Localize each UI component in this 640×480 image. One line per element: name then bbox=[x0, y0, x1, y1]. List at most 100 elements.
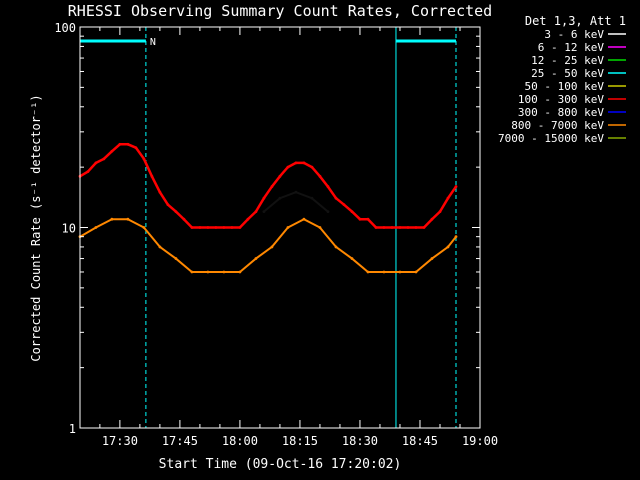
x-tick-label-2: 18:00 bbox=[222, 434, 258, 448]
legend-entry-5: 100 - 300 keV bbox=[518, 93, 604, 106]
series-point-0-14 bbox=[190, 226, 194, 229]
series-point-1-18 bbox=[366, 270, 370, 274]
y-tick-label-2: 100 bbox=[54, 21, 76, 35]
series-point-0-44 bbox=[430, 217, 434, 221]
series-point-1-12 bbox=[270, 245, 274, 249]
series-point-0-28 bbox=[302, 161, 306, 165]
series-point-0-18 bbox=[222, 226, 226, 229]
x-tick-label-0: 17:30 bbox=[102, 434, 138, 448]
series-point-0-24 bbox=[270, 185, 274, 188]
series-point-0-2 bbox=[94, 161, 98, 165]
series-point-1-2 bbox=[110, 217, 114, 221]
series-point-1-4 bbox=[142, 226, 146, 229]
series-point-0-40 bbox=[398, 226, 402, 229]
legend-title: Det 1,3, Att 1 bbox=[525, 14, 626, 28]
x-axis-label: Start Time (09-Oct-16 17:20:02) bbox=[159, 457, 402, 472]
series-layer bbox=[78, 142, 458, 274]
x-tick-label-6: 19:00 bbox=[462, 434, 498, 448]
series-point-0-47 bbox=[454, 185, 458, 188]
y-tick-label-1: 10 bbox=[62, 222, 76, 236]
series-point-0-29 bbox=[310, 165, 314, 169]
series-point-0-30 bbox=[318, 174, 322, 178]
series-point-1-9 bbox=[222, 270, 226, 274]
series-point-1-21 bbox=[414, 270, 418, 274]
series-point-1-1 bbox=[94, 226, 98, 229]
series-point-0-42 bbox=[414, 226, 418, 229]
series-point-0-12 bbox=[174, 210, 178, 214]
series-point-0-4 bbox=[110, 149, 114, 153]
x-tick-labels: 17:30 17:45 18:00 18:15 18:30 18:45 19:00 bbox=[102, 434, 498, 448]
series-point-0-35 bbox=[358, 217, 362, 221]
series-point-0-21 bbox=[246, 217, 250, 221]
series-point-1-16 bbox=[334, 245, 338, 249]
series-point-0-31 bbox=[326, 185, 330, 188]
series-point-0-23 bbox=[262, 196, 266, 200]
legend-entry-2: 12 - 25 keV bbox=[531, 54, 604, 67]
legend-entry-7: 800 - 7000 keV bbox=[511, 119, 604, 132]
series-point-1-14 bbox=[302, 217, 306, 221]
series-point-0-38 bbox=[382, 226, 386, 229]
series-point-2-1 bbox=[278, 196, 282, 200]
series-point-0-32 bbox=[334, 196, 338, 200]
chart-title: RHESSI Observing Summary Count Rates, Co… bbox=[68, 2, 492, 20]
legend-entry-0: 3 - 6 keV bbox=[544, 28, 604, 41]
series-point-1-22 bbox=[430, 257, 434, 260]
series-point-1-11 bbox=[254, 257, 258, 260]
series-point-0-9 bbox=[150, 174, 154, 178]
series-point-0-43 bbox=[422, 226, 426, 229]
series-point-0-1 bbox=[86, 170, 90, 174]
series-point-0-8 bbox=[142, 157, 146, 161]
legend-entry-6: 300 - 800 keV bbox=[518, 106, 604, 119]
x-tick-label-4: 18:30 bbox=[342, 434, 378, 448]
series-point-1-19 bbox=[382, 270, 386, 274]
series-point-1-3 bbox=[126, 217, 130, 221]
series-point-2-2 bbox=[294, 190, 298, 194]
series-point-1-13 bbox=[286, 226, 290, 229]
series-point-0-11 bbox=[166, 203, 170, 207]
series-point-0-39 bbox=[390, 226, 394, 229]
series-point-0-3 bbox=[102, 157, 106, 161]
series-point-1-6 bbox=[174, 257, 178, 260]
series-point-0-7 bbox=[134, 146, 138, 150]
series-point-0-37 bbox=[374, 226, 378, 229]
series-point-0-25 bbox=[278, 174, 282, 178]
series-point-0-26 bbox=[286, 165, 290, 169]
series-point-0-33 bbox=[342, 203, 346, 207]
series-point-0-13 bbox=[182, 217, 186, 221]
axes bbox=[79, 26, 481, 429]
series-point-1-8 bbox=[206, 270, 210, 274]
series-point-1-24 bbox=[454, 235, 458, 239]
series-point-2-0 bbox=[262, 210, 266, 214]
y-tick-labels: 1 10 100 bbox=[54, 21, 76, 436]
series-point-0-41 bbox=[406, 226, 410, 229]
series-point-2-3 bbox=[310, 196, 314, 200]
series-point-0-6 bbox=[126, 142, 130, 146]
series-point-0-46 bbox=[446, 196, 450, 200]
series-point-1-17 bbox=[350, 257, 354, 260]
series-point-1-23 bbox=[446, 245, 450, 249]
series-point-0-45 bbox=[438, 210, 442, 214]
legend-entry-4: 50 - 100 keV bbox=[525, 80, 605, 93]
legend-entry-3: 25 - 50 keV bbox=[531, 67, 604, 80]
series-point-0-20 bbox=[238, 226, 242, 229]
legend-entry-1: 6 - 12 keV bbox=[538, 41, 605, 54]
series-point-1-20 bbox=[398, 270, 402, 274]
series-point-0-10 bbox=[158, 190, 162, 194]
series-point-0-16 bbox=[206, 226, 210, 229]
series-line-2 bbox=[263, 191, 329, 213]
series-point-2-4 bbox=[326, 210, 330, 214]
series-point-0-22 bbox=[254, 210, 258, 214]
series-point-0-27 bbox=[294, 161, 298, 165]
series-line-0 bbox=[79, 143, 458, 229]
y-axis-label: Corrected Count Rate (s⁻¹ detector⁻¹) bbox=[29, 94, 43, 361]
x-tick-label-1: 17:45 bbox=[162, 434, 198, 448]
y-tick-label-0: 1 bbox=[69, 422, 76, 436]
series-point-0-17 bbox=[214, 226, 218, 229]
legend-entry-8: 7000 - 15000 keV bbox=[498, 132, 604, 145]
series-point-0-5 bbox=[118, 142, 122, 146]
series-point-1-10 bbox=[238, 270, 242, 274]
series-point-1-7 bbox=[190, 270, 194, 274]
series-point-0-34 bbox=[350, 210, 354, 214]
